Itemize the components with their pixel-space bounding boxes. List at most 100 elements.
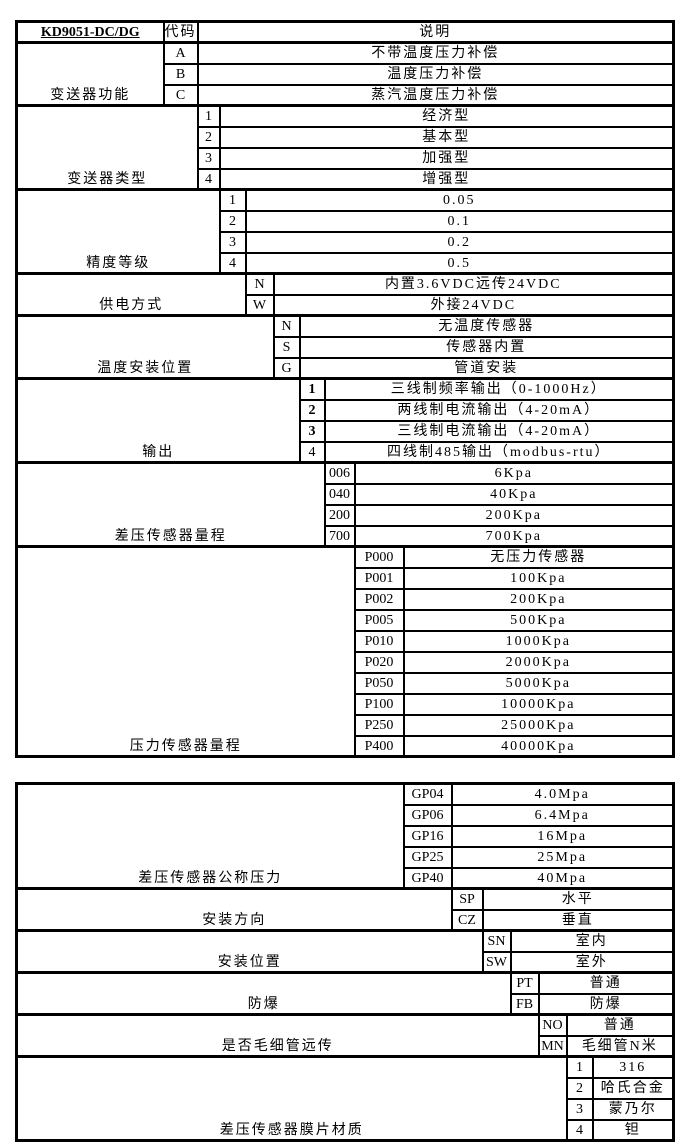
code-cell: SN (481, 929, 512, 953)
code-cell: P000 (353, 545, 405, 569)
table-row: 差压传感器公称压力 GP04 4.0Mpa (15, 782, 675, 890)
table-row: 4 增强型 (17, 167, 675, 191)
code-cell: P400 (353, 734, 405, 758)
table-row: G 管道安装 (17, 356, 675, 380)
table-row: P001 100Kpa (17, 566, 675, 590)
code-header-cell: 代码 (162, 20, 199, 44)
code-cell: 700 (323, 524, 356, 548)
table-row: 2 哈氏合金 (17, 1076, 675, 1100)
table-row: 3 三线制电流输出（4-20mA） (17, 419, 675, 443)
code-cell: 1 (196, 104, 221, 128)
code-cell: 006 (323, 461, 356, 485)
table-row: P250 25000Kpa (17, 713, 675, 737)
desc-cell: 25000Kpa (402, 713, 675, 737)
category-cell: 输出 (15, 377, 301, 464)
desc-cell: 200Kpa (353, 503, 675, 527)
header-row: KD9051-DC/DG 代码 说明 (15, 20, 675, 44)
desc-cell: 1000Kpa (402, 629, 675, 653)
code-cell: 2 (298, 398, 326, 422)
table-row: P100 10000Kpa (17, 692, 675, 716)
desc-cell: 温度压力补偿 (196, 62, 675, 86)
table-row: 温度安装位置 N 无温度传感器 (15, 314, 675, 380)
category-cell: 防爆 (15, 971, 512, 1016)
code-cell: 4 (298, 440, 326, 464)
table-row: P010 1000Kpa (17, 629, 675, 653)
category-cell: 精度等级 (15, 188, 221, 275)
code-cell: P020 (353, 650, 405, 674)
table-row: 防爆 PT 普通 (15, 971, 675, 1016)
table-row: 700 700Kpa (17, 524, 675, 548)
table-row: 变送器功能 A 不带温度压力补偿 (15, 41, 675, 107)
code-cell: 2 (196, 125, 221, 149)
code-cell: 1 (218, 188, 247, 212)
desc-cell: 2000Kpa (402, 650, 675, 674)
table-row: P050 5000Kpa (17, 671, 675, 695)
desc-cell: 室外 (509, 950, 675, 974)
table-row: SW 室外 (17, 950, 675, 974)
code-cell: S (272, 335, 301, 359)
table-row: 安装方向 SP 水平 (15, 887, 675, 932)
code-cell: 040 (323, 482, 356, 506)
code-cell: GP06 (402, 803, 453, 827)
desc-cell: 四线制485输出（modbus-rtu） (323, 440, 675, 464)
desc-cell: 加强型 (218, 146, 675, 170)
desc-cell: 0.2 (244, 230, 675, 254)
table-row: 压力传感器量程 P000 无压力传感器 (15, 545, 675, 758)
desc-cell: 哈氏合金 (591, 1076, 675, 1100)
ordering-table-bottom: 差压传感器公称压力 GP04 4.0Mpa GP06 6.4Mpa GP16 1… (15, 782, 676, 1142)
desc-cell: 经济型 (218, 104, 675, 128)
desc-cell: 两线制电流输出（4-20mA） (323, 398, 675, 422)
table-row: MN 毛细管N米 (17, 1034, 675, 1058)
desc-cell: 6.4Mpa (450, 803, 675, 827)
table-row: P020 2000Kpa (17, 650, 675, 674)
desc-cell: 100Kpa (402, 566, 675, 590)
table-row: 安装位置 SN 室内 (15, 929, 675, 974)
desc-cell: 蒙乃尔 (591, 1097, 675, 1121)
desc-cell: 40Mpa (450, 866, 675, 890)
desc-header-cell: 说明 (196, 20, 675, 44)
desc-cell: 0.1 (244, 209, 675, 233)
table-row: 2 0.1 (17, 209, 675, 233)
code-cell: 4 (565, 1118, 594, 1142)
desc-cell: 外接24VDC (272, 293, 675, 317)
table-row: 2 两线制电流输出（4-20mA） (17, 398, 675, 422)
category-cell: 供电方式 (15, 272, 247, 317)
code-cell: 3 (298, 419, 326, 443)
desc-cell: 无温度传感器 (298, 314, 675, 338)
desc-cell: 管道安装 (298, 356, 675, 380)
code-cell: GP16 (402, 824, 453, 848)
code-cell: 3 (218, 230, 247, 254)
code-cell: 1 (298, 377, 326, 401)
code-cell: SW (481, 950, 512, 974)
table-row: GP16 16Mpa (17, 824, 675, 848)
code-cell: P005 (353, 608, 405, 632)
desc-cell: 无压力传感器 (402, 545, 675, 569)
table-row: S 传感器内置 (17, 335, 675, 359)
desc-cell: 钽 (591, 1118, 675, 1142)
code-cell: P002 (353, 587, 405, 611)
desc-cell: 三线制电流输出（4-20mA） (323, 419, 675, 443)
table-row: P005 500Kpa (17, 608, 675, 632)
code-cell: 3 (196, 146, 221, 170)
desc-cell: 500Kpa (402, 608, 675, 632)
desc-cell: 40Kpa (353, 482, 675, 506)
code-cell: P010 (353, 629, 405, 653)
code-cell: B (162, 62, 199, 86)
desc-cell: 4.0Mpa (450, 782, 675, 806)
desc-cell: 25Mpa (450, 845, 675, 869)
code-cell: P100 (353, 692, 405, 716)
code-cell: PT (509, 971, 540, 995)
ordering-table-top: KD9051-DC/DG 代码 说明 变送器功能 A 不带温度压力补偿 B 温度… (15, 20, 675, 758)
category-cell: 差压传感器量程 (15, 461, 326, 548)
desc-cell: 普通 (537, 971, 675, 995)
code-cell: 4 (218, 251, 247, 275)
code-cell: G (272, 356, 301, 380)
table-row: 040 40Kpa (17, 482, 675, 506)
desc-cell: 700Kpa (353, 524, 675, 548)
desc-cell: 垂直 (481, 908, 675, 932)
code-cell: 1 (565, 1055, 594, 1079)
category-cell: 温度安装位置 (15, 314, 275, 380)
table-row: 供电方式 N 内置3.6VDC远传24VDC (15, 272, 675, 317)
desc-cell: 蒸汽温度压力补偿 (196, 83, 675, 107)
